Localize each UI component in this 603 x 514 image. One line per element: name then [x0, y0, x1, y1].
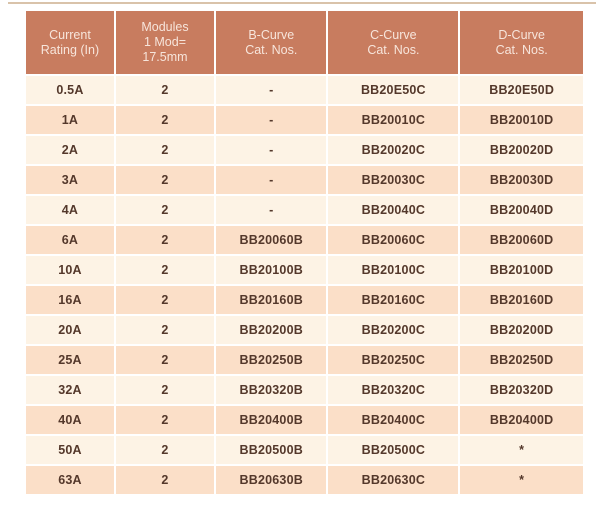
cell-b-curve: BB20400B	[216, 406, 327, 434]
cell-c-curve: BB20020C	[328, 136, 459, 164]
cell-d-curve: BB20400D	[460, 406, 583, 434]
cell-rating: 63A	[26, 466, 114, 494]
cell-c-curve: BB20100C	[328, 256, 459, 284]
cell-c-curve: BB20010C	[328, 106, 459, 134]
cell-modules: 2	[115, 106, 215, 134]
cell-d-curve: *	[460, 436, 583, 464]
table-row: 25A 2 BB20250B BB20250C BB20250D	[26, 346, 583, 374]
cell-rating: 40A	[26, 406, 114, 434]
cell-d-curve: BB20100D	[460, 256, 583, 284]
table-row: 63A 2 BB20630B BB20630C *	[26, 466, 583, 494]
cell-d-curve: *	[460, 466, 583, 494]
cell-d-curve: BB20040D	[460, 196, 583, 224]
cell-b-curve: BB20500B	[216, 436, 327, 464]
cell-c-curve: BB20400C	[328, 406, 459, 434]
cell-c-curve: BB20500C	[328, 436, 459, 464]
cell-b-curve: -	[216, 196, 327, 224]
cell-rating: 3A	[26, 166, 114, 194]
cell-rating: 25A	[26, 346, 114, 374]
cell-modules: 2	[115, 286, 215, 314]
cell-rating: 4A	[26, 196, 114, 224]
cell-modules: 2	[115, 196, 215, 224]
catalog-table: Current Rating (In) Modules 1 Mod= 17.5m…	[24, 9, 585, 496]
cell-d-curve: BB20250D	[460, 346, 583, 374]
table-row: 6A 2 BB20060B BB20060C BB20060D	[26, 226, 583, 254]
cell-modules: 2	[115, 166, 215, 194]
cell-d-curve: BB20020D	[460, 136, 583, 164]
cell-b-curve: -	[216, 106, 327, 134]
cell-rating: 1A	[26, 106, 114, 134]
cell-c-curve: BB20250C	[328, 346, 459, 374]
cell-c-curve: BB20060C	[328, 226, 459, 254]
column-header-c-curve: C-Curve Cat. Nos.	[328, 11, 459, 74]
cell-c-curve: BB20160C	[328, 286, 459, 314]
cell-b-curve: BB20200B	[216, 316, 327, 344]
cell-d-curve: BB20200D	[460, 316, 583, 344]
column-header-current-rating: Current Rating (In)	[26, 11, 114, 74]
cell-b-curve: BB20060B	[216, 226, 327, 254]
cell-rating: 50A	[26, 436, 114, 464]
cell-b-curve: BB20100B	[216, 256, 327, 284]
cell-modules: 2	[115, 316, 215, 344]
cell-modules: 2	[115, 76, 215, 104]
table-row: 20A 2 BB20200B BB20200C BB20200D	[26, 316, 583, 344]
cell-d-curve: BB20030D	[460, 166, 583, 194]
cell-b-curve: BB20630B	[216, 466, 327, 494]
table-header: Current Rating (In) Modules 1 Mod= 17.5m…	[26, 11, 583, 74]
cell-rating: 20A	[26, 316, 114, 344]
cell-rating: 0.5A	[26, 76, 114, 104]
table-row: 4A 2- BB20040C BB20040D	[26, 196, 583, 224]
cell-b-curve: -	[216, 166, 327, 194]
table-row: 32A 2 BB20320B BB20320C BB20320D	[26, 376, 583, 404]
cell-rating: 10A	[26, 256, 114, 284]
cell-c-curve: BB20630C	[328, 466, 459, 494]
cell-c-curve: BB20320C	[328, 376, 459, 404]
cell-modules: 2	[115, 256, 215, 284]
cell-rating: 32A	[26, 376, 114, 404]
cell-modules: 2	[115, 436, 215, 464]
cell-b-curve: -	[216, 136, 327, 164]
cell-c-curve: BB20040C	[328, 196, 459, 224]
cell-d-curve: BB20060D	[460, 226, 583, 254]
cell-b-curve: -	[216, 76, 327, 104]
cell-rating: 2A	[26, 136, 114, 164]
cell-modules: 2	[115, 376, 215, 404]
top-divider-rule	[8, 2, 596, 4]
cell-rating: 16A	[26, 286, 114, 314]
column-header-modules: Modules 1 Mod= 17.5mm	[115, 11, 215, 74]
cell-modules: 2	[115, 136, 215, 164]
cell-modules: 2	[115, 346, 215, 374]
table-row: 2A 2- BB20020C BB20020D	[26, 136, 583, 164]
cell-modules: 2	[115, 226, 215, 254]
cell-c-curve: BB20030C	[328, 166, 459, 194]
cell-b-curve: BB20320B	[216, 376, 327, 404]
cell-d-curve: BB20320D	[460, 376, 583, 404]
cell-d-curve: BB20010D	[460, 106, 583, 134]
table-row: 50A 2 BB20500B BB20500C *	[26, 436, 583, 464]
header-row: Current Rating (In) Modules 1 Mod= 17.5m…	[26, 11, 583, 74]
cell-modules: 2	[115, 466, 215, 494]
cell-rating: 6A	[26, 226, 114, 254]
table-row: 16A 2 BB20160B BB20160C BB20160D	[26, 286, 583, 314]
cell-modules: 2	[115, 406, 215, 434]
table-row: 0.5A 2- BB20E50C BB20E50D	[26, 76, 583, 104]
column-header-d-curve: D-Curve Cat. Nos.	[460, 11, 583, 74]
cell-d-curve: BB20160D	[460, 286, 583, 314]
cell-c-curve: BB20E50C	[328, 76, 459, 104]
table-row: 40A 2 BB20400B BB20400C BB20400D	[26, 406, 583, 434]
column-header-b-curve: B-Curve Cat. Nos.	[216, 11, 327, 74]
cell-c-curve: BB20200C	[328, 316, 459, 344]
cell-b-curve: BB20250B	[216, 346, 327, 374]
table-row: 3A 2- BB20030C BB20030D	[26, 166, 583, 194]
table-body: 0.5A 2- BB20E50C BB20E50D 1A 2- BB20010C BB2001…	[26, 76, 583, 494]
cell-b-curve: BB20160B	[216, 286, 327, 314]
table-row: 1A 2- BB20010C BB20010D	[26, 106, 583, 134]
cell-d-curve: BB20E50D	[460, 76, 583, 104]
table-row: 10A 2 BB20100B BB20100C BB20100D	[26, 256, 583, 284]
